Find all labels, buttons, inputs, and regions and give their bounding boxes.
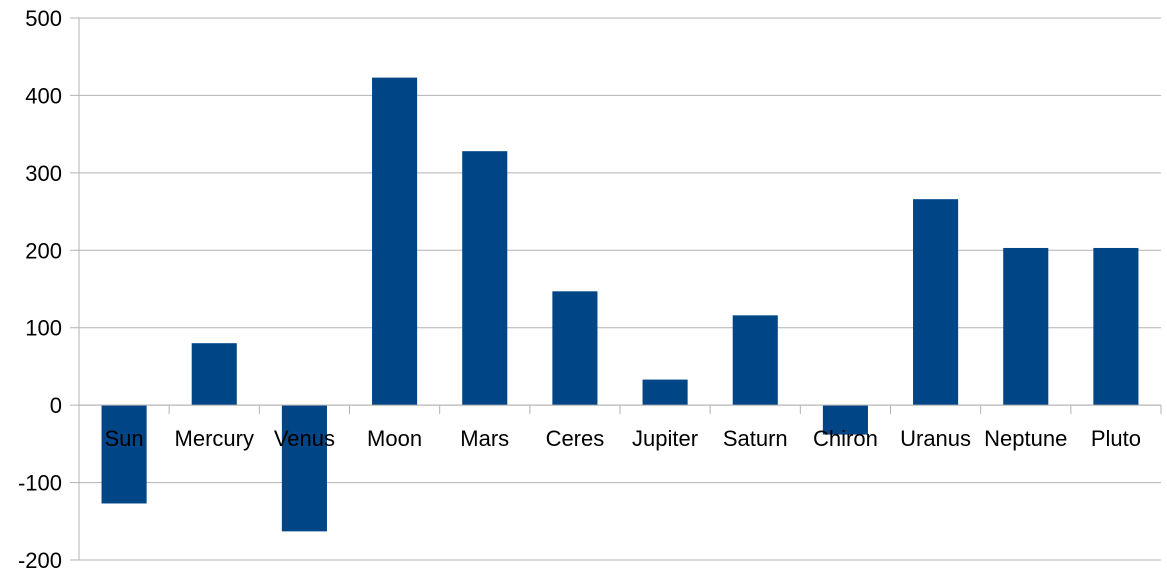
y-tick-label: 200 [25, 238, 62, 263]
bar-chiron [822, 405, 868, 435]
bar-pluto [1093, 247, 1139, 406]
y-tick-label: 0 [50, 393, 62, 418]
y-tick-label: 100 [25, 316, 62, 341]
bar-moon [372, 77, 418, 406]
bar-jupiter [642, 379, 688, 406]
gridlines [70, 17, 1161, 561]
x-axis-category-labels: Sun Mercury Venus Moon Mars Ceres Jupiter Satur… [105, 426, 1141, 451]
bar-uranus [913, 199, 959, 406]
bar-sun [101, 405, 147, 504]
x-axis [78, 18, 1162, 560]
x-category-label: Mercury [175, 426, 254, 451]
x-category-label: Neptune [984, 426, 1067, 451]
x-category-label: Jupiter [632, 426, 698, 451]
bar-neptune [1003, 247, 1049, 406]
bars [101, 77, 1139, 532]
bar-mars [462, 151, 508, 406]
x-category-label: Pluto [1091, 426, 1141, 451]
x-category-label: Uranus [900, 426, 971, 451]
x-category-label: Saturn [723, 426, 788, 451]
y-axis-tick-labels: -200 -100 0 100 200 300 400 500 [18, 6, 62, 572]
x-category-label: Chiron [813, 426, 878, 451]
x-category-label: Sun [105, 426, 144, 451]
bar-venus [281, 405, 327, 532]
y-tick-label: 300 [25, 161, 62, 186]
y-tick-label: 400 [25, 83, 62, 108]
x-category-label: Moon [367, 426, 422, 451]
bar-ceres [552, 291, 598, 406]
bar-saturn [732, 315, 778, 406]
bar-mercury [191, 343, 237, 406]
x-category-label: Mars [460, 426, 509, 451]
y-tick-label: 500 [25, 6, 62, 31]
x-category-label: Ceres [546, 426, 605, 451]
x-category-label: Venus [274, 426, 335, 451]
y-tick-label: -100 [18, 471, 62, 496]
y-tick-label: -200 [18, 548, 62, 572]
